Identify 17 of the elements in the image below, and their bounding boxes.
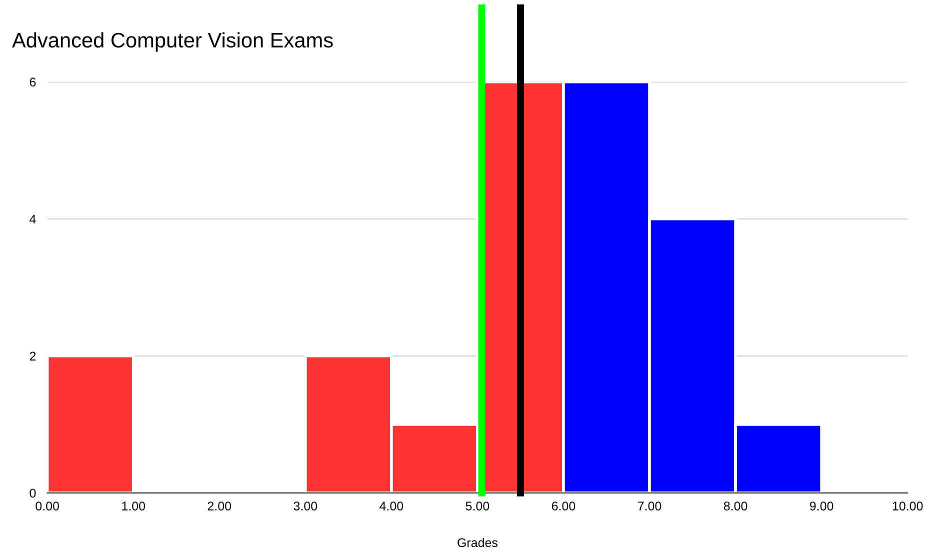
x-tick-label: 0.00: [36, 502, 60, 510]
x-tick-label: 9.00: [810, 502, 834, 510]
x-tick-label: 4.00: [380, 502, 404, 510]
x-tick-label: 1.00: [122, 502, 146, 510]
x-tick-label: 3.00: [294, 502, 318, 510]
y-tick-label: 2: [30, 352, 36, 360]
y-tick-label: 4: [30, 214, 36, 224]
x-tick-label: 5.00: [466, 502, 490, 510]
x-axis-title: Grades: [458, 538, 498, 548]
x-tick-label: 7.00: [638, 502, 662, 510]
x-tick-label: 2.00: [208, 502, 232, 510]
x-tick-label: 10.00: [892, 502, 923, 510]
y-tick-label: 0: [30, 488, 36, 498]
x-tick-label: 6.00: [552, 502, 576, 510]
x-tick-label: 8.00: [724, 502, 748, 510]
y-tick-label: 6: [30, 78, 36, 87]
chart-title: Advanced Computer Vision Exams: [12, 32, 333, 52]
